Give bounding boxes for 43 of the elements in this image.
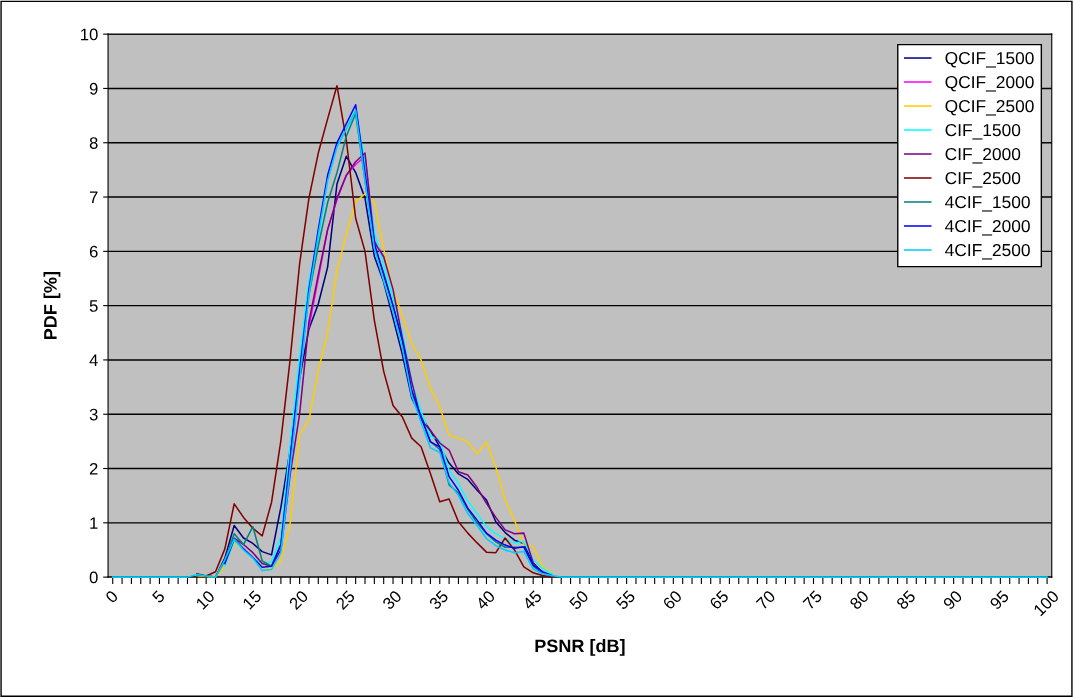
x-tick-label: 20 <box>288 589 309 611</box>
legend-label: QCIF_2000 <box>945 75 1034 92</box>
x-tick-label: 15 <box>242 589 263 610</box>
y-tick-label: 1 <box>90 517 98 529</box>
legend-label: QCIF_1500 <box>945 51 1034 68</box>
y-axis-title: PDF [%] <box>43 272 61 340</box>
x-tick-label: 30 <box>381 589 403 611</box>
x-tick-label: 80 <box>848 589 870 611</box>
x-tick-label: 95 <box>989 589 1010 611</box>
x-tick-label: 5 <box>151 589 166 604</box>
legend-label: 4CIF_2000 <box>945 219 1030 236</box>
legend-label: CIF_1500 <box>945 123 1021 140</box>
x-tick-label: 10 <box>195 589 216 610</box>
x-tick-label: 35 <box>428 589 449 611</box>
x-tick-label: 60 <box>662 589 683 611</box>
legend-label: CIF_2000 <box>945 147 1021 164</box>
x-axis-title: PSNR [dB] <box>535 639 625 656</box>
x-tick-label: 25 <box>335 589 356 611</box>
y-tick-label: 8 <box>89 137 98 149</box>
legend-label: 4CIF_2500 <box>945 243 1030 260</box>
y-tick-label: 6 <box>89 245 98 258</box>
y-tick-label: 9 <box>89 82 98 95</box>
x-tick-label: 100 <box>1032 589 1060 617</box>
x-tick-label: 45 <box>521 589 543 611</box>
x-tick-label: 65 <box>708 589 730 611</box>
y-tick-label: 10 <box>81 28 98 41</box>
x-tick-label: 90 <box>942 589 963 611</box>
x-tick-label: 75 <box>802 589 823 611</box>
y-tick-label: 3 <box>89 408 98 421</box>
x-tick-label: 50 <box>568 589 590 611</box>
x-tick-label: 70 <box>755 589 777 611</box>
y-tick-label: 5 <box>89 300 98 312</box>
x-tick-label: 0 <box>104 589 119 604</box>
y-tick-label: 4 <box>89 354 98 366</box>
x-tick-label: 40 <box>475 589 496 611</box>
x-tick-label: 85 <box>895 589 917 611</box>
legend-label: 4CIF_1500 <box>945 195 1030 212</box>
legend-label: QCIF_2500 <box>945 99 1034 116</box>
x-tick-label: 55 <box>615 589 636 611</box>
legend-label: CIF_2500 <box>945 171 1021 188</box>
y-tick-label: 0 <box>89 571 98 584</box>
y-tick-label: 7 <box>89 191 98 204</box>
y-tick-label: 2 <box>89 462 98 475</box>
